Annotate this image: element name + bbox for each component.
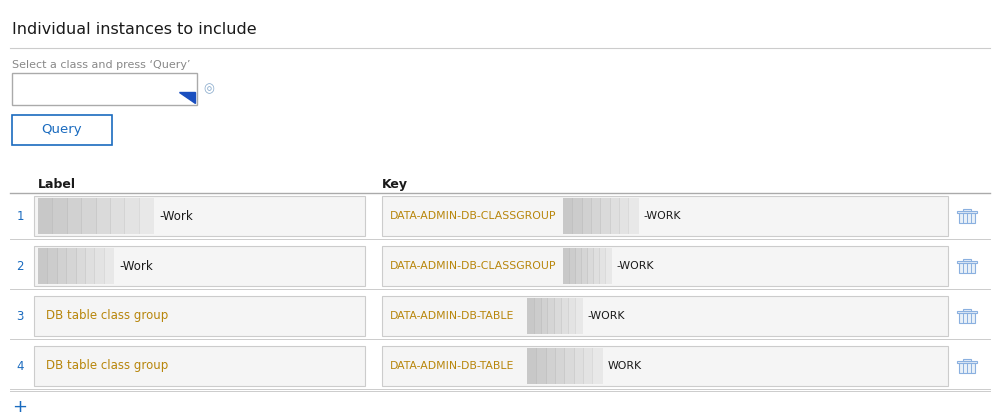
Bar [569, 248, 576, 284]
Text: Individual instances to include: Individual instances to include [12, 22, 257, 37]
Bar [555, 348, 565, 384]
Bar [546, 348, 556, 384]
Bar [957, 311, 977, 313]
Bar [96, 198, 111, 234]
Bar [534, 298, 542, 334]
Bar [139, 198, 154, 234]
Text: 1: 1 [16, 210, 24, 223]
Text: Label: Label [38, 178, 76, 191]
Text: 2: 2 [16, 260, 24, 273]
Text: -Work: -Work [159, 210, 193, 223]
Bar [568, 298, 576, 334]
Bar [34, 296, 365, 336]
Text: -WORK: -WORK [644, 211, 681, 221]
Bar [57, 248, 67, 284]
Text: Select a class and press ‘Query’: Select a class and press ‘Query’ [12, 60, 190, 70]
Bar [599, 248, 606, 284]
Text: Key: Key [382, 178, 408, 191]
Text: -WORK: -WORK [588, 311, 625, 321]
Bar [957, 261, 977, 263]
Bar [572, 198, 583, 234]
Text: +: + [12, 398, 28, 416]
Bar [593, 248, 600, 284]
Text: DB table class group: DB table class group [46, 310, 168, 323]
Polygon shape [179, 92, 195, 103]
Bar [85, 248, 95, 284]
Bar [959, 213, 975, 223]
Text: -Work: -Work [119, 260, 153, 273]
Bar [382, 296, 948, 336]
Bar [66, 248, 76, 284]
Bar [76, 248, 86, 284]
Bar [564, 348, 575, 384]
Bar [81, 198, 96, 234]
Text: DATA-ADMIN-DB-TABLE: DATA-ADMIN-DB-TABLE [390, 361, 514, 371]
Bar [12, 115, 112, 145]
Bar [541, 298, 548, 334]
Bar [619, 198, 629, 234]
Bar [38, 248, 48, 284]
Bar [110, 198, 125, 234]
Text: DATA-ADMIN-DB-TABLE: DATA-ADMIN-DB-TABLE [390, 311, 514, 321]
Bar [575, 298, 583, 334]
Bar [38, 198, 53, 234]
Bar [592, 348, 603, 384]
Bar [563, 198, 573, 234]
Bar [12, 73, 197, 105]
Bar [104, 248, 114, 284]
Bar [581, 248, 588, 284]
Bar [561, 298, 569, 334]
Bar [959, 263, 975, 273]
Text: 4: 4 [16, 360, 24, 373]
Bar [957, 361, 977, 363]
Bar [563, 248, 570, 284]
Bar [628, 198, 639, 234]
Bar [959, 363, 975, 373]
Bar [536, 348, 547, 384]
Bar [963, 309, 971, 311]
Bar [610, 198, 620, 234]
Text: WORK: WORK [608, 361, 642, 371]
Bar [47, 248, 58, 284]
Bar [382, 246, 948, 286]
Bar [382, 196, 948, 236]
Bar [382, 346, 948, 386]
Bar [52, 198, 68, 234]
Text: DATA-ADMIN-DB-CLASSGROUP: DATA-ADMIN-DB-CLASSGROUP [390, 261, 556, 271]
Bar [600, 198, 611, 234]
Bar [963, 209, 971, 211]
Text: DB table class group: DB table class group [46, 360, 168, 373]
Bar [575, 248, 582, 284]
Bar [605, 248, 612, 284]
Bar [94, 248, 105, 284]
Bar [957, 211, 977, 213]
Bar [67, 198, 82, 234]
Bar [963, 259, 971, 261]
Text: ◎: ◎ [204, 82, 214, 95]
Bar [554, 298, 562, 334]
Bar [527, 348, 537, 384]
Bar [587, 248, 594, 284]
Text: -WORK: -WORK [617, 261, 654, 271]
Bar [963, 359, 971, 361]
Bar [34, 246, 365, 286]
Bar [34, 346, 365, 386]
Bar [591, 198, 601, 234]
Bar [527, 298, 535, 334]
Bar [959, 313, 975, 323]
Bar [34, 196, 365, 236]
Bar [547, 298, 555, 334]
Text: 3: 3 [16, 310, 24, 323]
Text: Query: Query [42, 123, 82, 136]
Bar [574, 348, 584, 384]
Text: DATA-ADMIN-DB-CLASSGROUP: DATA-ADMIN-DB-CLASSGROUP [390, 211, 556, 221]
Bar [124, 198, 140, 234]
Bar [583, 348, 593, 384]
Bar [582, 198, 592, 234]
